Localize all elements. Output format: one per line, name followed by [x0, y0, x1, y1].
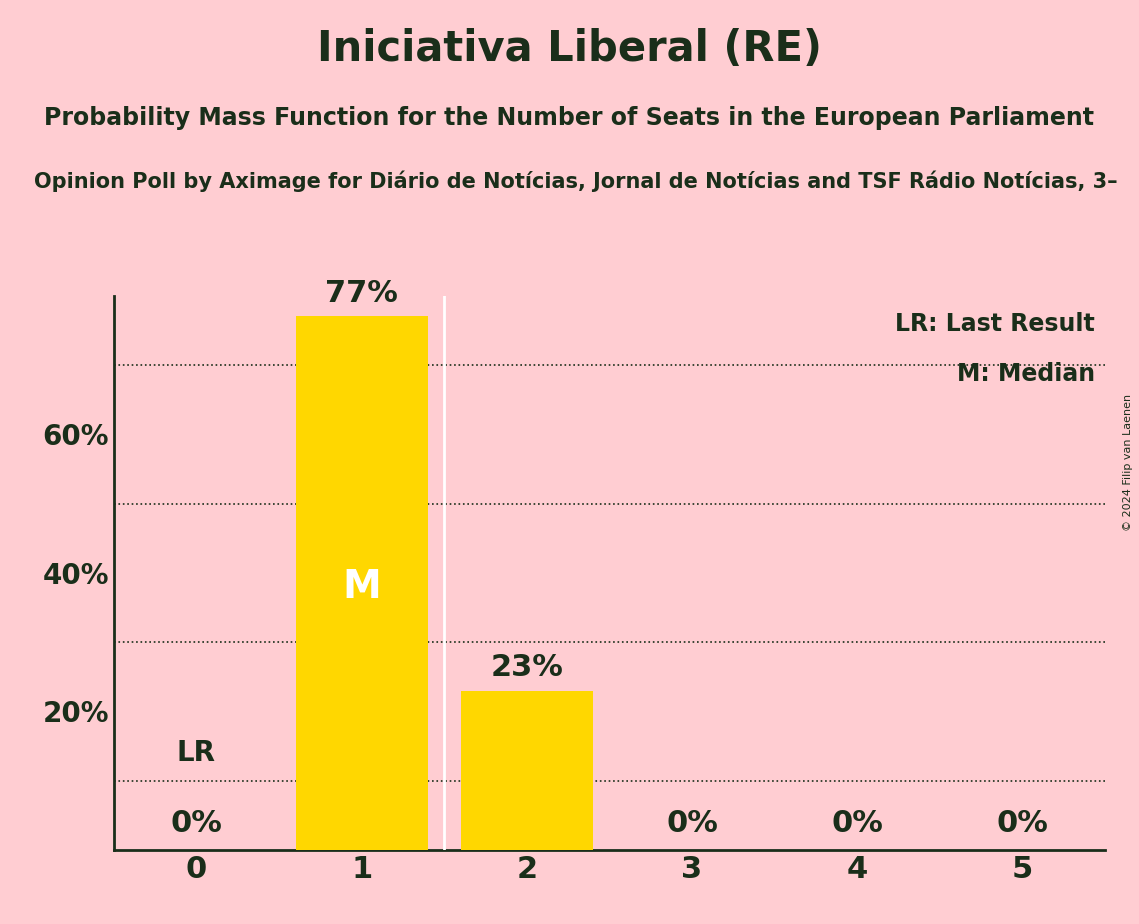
Text: 0%: 0%: [666, 808, 718, 837]
Text: Opinion Poll by Aximage for Diário de Notícias, Jornal de Notícias and TSF Rádio: Opinion Poll by Aximage for Diário de No…: [34, 171, 1117, 192]
Text: 23%: 23%: [491, 653, 563, 682]
Text: M: Median: M: Median: [957, 362, 1095, 386]
Text: Probability Mass Function for the Number of Seats in the European Parliament: Probability Mass Function for the Number…: [44, 106, 1095, 130]
Text: LR: Last Result: LR: Last Result: [895, 312, 1095, 336]
Bar: [460, 691, 593, 850]
Text: 0%: 0%: [831, 808, 883, 837]
Text: Iniciativa Liberal (RE): Iniciativa Liberal (RE): [317, 28, 822, 69]
Bar: [296, 316, 427, 850]
Text: 77%: 77%: [326, 279, 398, 309]
Text: © 2024 Filip van Laenen: © 2024 Filip van Laenen: [1123, 394, 1133, 530]
Text: 0%: 0%: [171, 808, 222, 837]
Text: M: M: [342, 567, 382, 606]
Text: 0%: 0%: [997, 808, 1048, 837]
Text: LR: LR: [177, 739, 216, 767]
